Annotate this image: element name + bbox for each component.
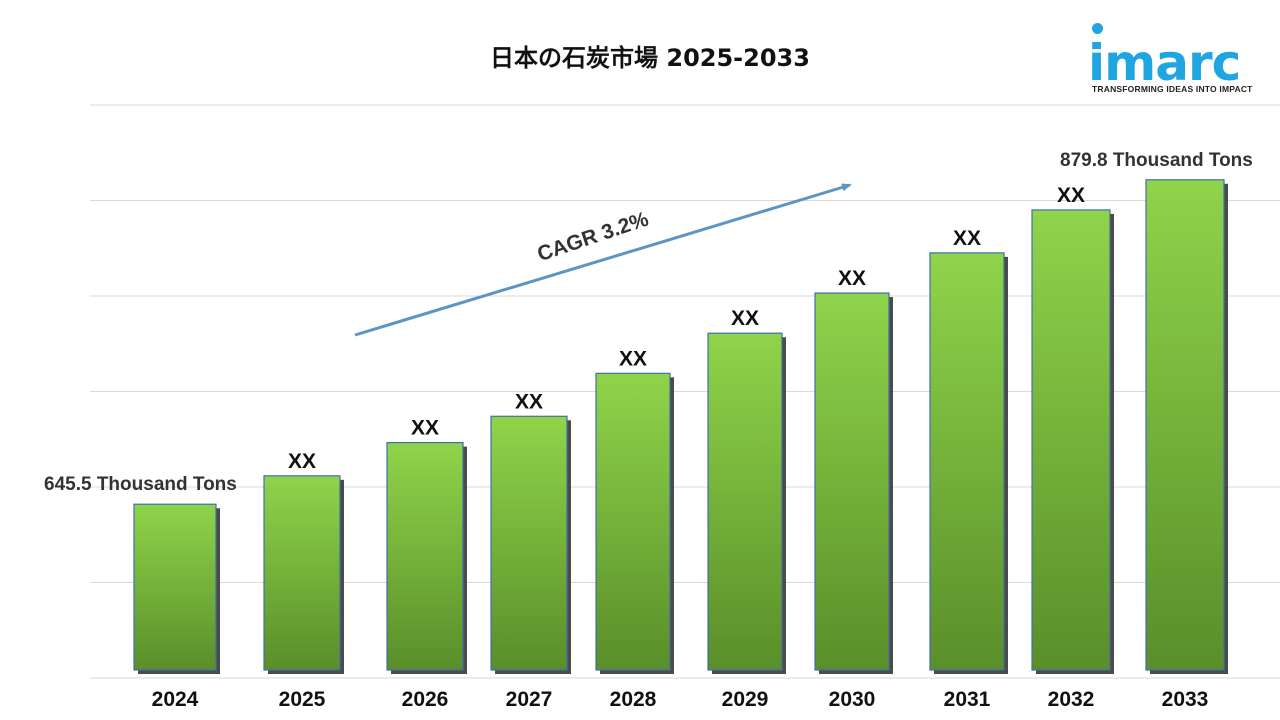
x-tick-2033: 2033 <box>1162 688 1209 711</box>
data-label-2024: 645.5 Thousand Tons <box>44 474 237 495</box>
data-label-2028: XX <box>619 347 647 370</box>
x-tick-2029: 2029 <box>722 688 769 711</box>
x-tick-2025: 2025 <box>279 688 326 711</box>
bar-2033 <box>1145 179 1225 671</box>
logo-wordmark: imarc <box>1088 34 1241 92</box>
cagr-arrow <box>354 183 852 337</box>
bar-2024 <box>133 503 217 671</box>
data-label-2031: XX <box>953 227 981 250</box>
cagr-label: CAGR 3.2% <box>535 207 652 266</box>
x-tick-2032: 2032 <box>1048 688 1095 711</box>
bar-2029 <box>707 332 783 671</box>
data-label-2033: 879.8 Thousand Tons <box>1060 150 1253 171</box>
data-label-2030: XX <box>838 267 866 290</box>
data-label-2027: XX <box>515 390 543 413</box>
bar-2031 <box>929 252 1005 671</box>
x-axis-ticks: 2024 2025 2026 2027 2028 2029 2030 2031 2032 2033 <box>152 688 1209 711</box>
data-labels: 645.5 Thousand Tons XX XX XX XX XX XX XX XX 879.8… <box>44 150 1253 495</box>
bar-2030 <box>814 292 890 671</box>
data-label-2026: XX <box>411 417 439 440</box>
x-tick-2026: 2026 <box>402 688 449 711</box>
x-tick-2031: 2031 <box>944 688 991 711</box>
logo-tagline: TRANSFORMING IDEAS INTO IMPACT <box>1092 84 1253 94</box>
chart-title: 日本の石炭市場 2025-2033 <box>490 44 810 72</box>
bar-2028 <box>595 372 671 671</box>
x-tick-2024: 2024 <box>152 688 199 711</box>
imarc-logo: imarc TRANSFORMING IDEAS INTO IMPACT <box>1088 20 1263 98</box>
x-tick-2030: 2030 <box>829 688 876 711</box>
data-label-2032: XX <box>1057 184 1085 207</box>
bar-2027 <box>490 415 568 671</box>
cagr-annotation: CAGR 3.2% <box>354 183 852 337</box>
data-label-2025: XX <box>288 450 316 473</box>
data-label-2029: XX <box>731 307 759 330</box>
logo-dot-icon <box>1092 23 1103 34</box>
bar-2025 <box>263 475 341 671</box>
bars <box>133 179 1228 674</box>
x-tick-2028: 2028 <box>610 688 657 711</box>
bar-2026 <box>386 441 464 671</box>
x-tick-2027: 2027 <box>506 688 553 711</box>
bar-2032 <box>1031 209 1111 671</box>
